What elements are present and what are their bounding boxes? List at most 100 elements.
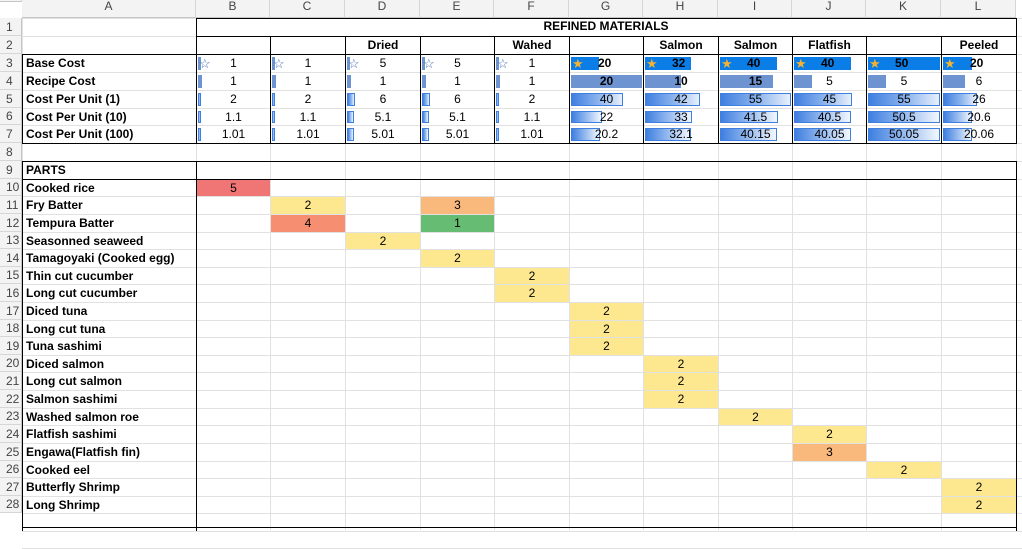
row-header-16[interactable]: 16 — [0, 284, 22, 302]
cell-cpu10-8[interactable]: 40.5 — [793, 109, 866, 125]
row-header-21[interactable]: 21 — [0, 372, 22, 390]
part-label-7[interactable]: Diced tuna — [23, 303, 196, 320]
part-quantity-cell[interactable]: 1 — [421, 215, 494, 232]
row-header-24[interactable]: 24 — [0, 425, 22, 443]
cell-recipe_cost-2[interactable]: 1 — [346, 73, 420, 90]
part-label-17[interactable]: Butterfly Shrimp — [23, 479, 196, 496]
row-header-1[interactable]: 1 — [0, 18, 22, 36]
column-header-K[interactable]: K — [866, 0, 941, 18]
part-quantity-cell[interactable]: 2 — [867, 462, 941, 478]
cell-base_cost-6[interactable]: ★ 32 — [644, 55, 718, 72]
part-quantity-cell[interactable]: 2 — [495, 268, 569, 284]
part-quantity-cell[interactable]: 2 — [570, 321, 643, 337]
cell-base_cost-10[interactable]: ★ 20 — [942, 55, 1016, 72]
part-quantity-cell[interactable]: 2 — [495, 285, 569, 302]
part-quantity-cell[interactable]: 2 — [644, 373, 718, 390]
cell-cpu100-4[interactable]: 1.01 — [495, 126, 569, 143]
cell-cpu10-3[interactable]: 5.1 — [421, 109, 494, 125]
cell-recipe_cost-8[interactable]: 5 — [793, 73, 866, 90]
row-header-22[interactable]: 22 — [0, 390, 22, 408]
cell-base_cost-0[interactable]: ☆ 1 — [197, 55, 270, 72]
cell-base_cost-1[interactable]: ☆ 1 — [271, 55, 345, 72]
row-header-17[interactable]: 17 — [0, 302, 22, 320]
part-label-4[interactable]: Tamagoyaki (Cooked egg) — [23, 250, 196, 267]
cell-cpu1-5[interactable]: 40 — [570, 91, 643, 108]
cell-recipe_cost-7[interactable]: 15 — [719, 73, 792, 90]
part-quantity-cell[interactable]: 3 — [421, 197, 494, 214]
part-quantity-cell[interactable]: 2 — [644, 356, 718, 372]
metric-label-4[interactable]: Cost Per Unit (100) — [23, 126, 196, 143]
cell-cpu1-8[interactable]: 45 — [793, 91, 866, 108]
part-quantity-cell[interactable]: 2 — [570, 303, 643, 320]
cell-cpu1-10[interactable]: 26 — [942, 91, 1016, 108]
cell-cpu1-3[interactable]: 6 — [421, 91, 494, 108]
cell-cpu100-5[interactable]: 20.2 — [570, 126, 643, 143]
part-quantity-cell[interactable]: 3 — [793, 444, 866, 461]
cell-recipe_cost-9[interactable]: 5 — [867, 73, 941, 90]
cell-cpu1-9[interactable]: 55 — [867, 91, 941, 108]
cell-cpu100-3[interactable]: 5.01 — [421, 126, 494, 143]
row-header-6[interactable]: 6 — [0, 108, 22, 125]
row-header-28[interactable]: 28 — [0, 496, 22, 513]
part-label-18[interactable]: Long Shrimp — [23, 497, 196, 513]
cell-cpu10-0[interactable]: 1.1 — [197, 109, 270, 125]
cell-cpu100-8[interactable]: 40.05 — [793, 126, 866, 143]
row-header-3[interactable]: 3 — [0, 54, 22, 72]
part-label-3[interactable]: Seasonned seaweed — [23, 233, 196, 249]
metric-label-1[interactable]: Recipe Cost — [23, 73, 196, 90]
part-label-6[interactable]: Long cut cucumber — [23, 285, 196, 302]
part-label-15[interactable]: Engawa(Flatfish fin) — [23, 444, 196, 461]
select-all-corner[interactable] — [0, 0, 22, 2]
cell-recipe_cost-10[interactable]: 6 — [942, 73, 1016, 90]
metric-label-0[interactable]: Base Cost — [23, 55, 196, 72]
cell-cpu100-9[interactable]: 50.05 — [867, 126, 941, 143]
row-header-7[interactable]: 7 — [0, 125, 22, 143]
column-header-L[interactable]: L — [941, 0, 1016, 18]
row-header-8[interactable]: 8 — [0, 143, 22, 161]
cell-recipe_cost-5[interactable]: 20 — [570, 73, 643, 90]
cell-recipe_cost-3[interactable]: 1 — [421, 73, 494, 90]
cell-base_cost-7[interactable]: ★ 40 — [719, 55, 792, 72]
row-header-26[interactable]: 26 — [0, 461, 22, 478]
row-header-14[interactable]: 14 — [0, 249, 22, 267]
row-header-19[interactable]: 19 — [0, 337, 22, 355]
cell-recipe_cost-6[interactable]: 10 — [644, 73, 718, 90]
column-header-B[interactable]: B — [196, 0, 270, 18]
part-label-10[interactable]: Diced salmon — [23, 356, 196, 372]
cell-cpu100-0[interactable]: 1.01 — [197, 126, 270, 143]
cell-recipe_cost-1[interactable]: 1 — [271, 73, 345, 90]
part-label-1[interactable]: Fry Batter — [23, 197, 196, 214]
cell-cpu10-9[interactable]: 50.5 — [867, 109, 941, 125]
row-header-5[interactable]: 5 — [0, 90, 22, 108]
cell-base_cost-2[interactable]: ☆ 5 — [346, 55, 420, 72]
cell-cpu10-5[interactable]: 22 — [570, 109, 643, 125]
cell-cpu1-7[interactable]: 55 — [719, 91, 792, 108]
row-header-13[interactable]: 13 — [0, 232, 22, 249]
cell-cpu1-1[interactable]: 2 — [271, 91, 345, 108]
metric-label-3[interactable]: Cost Per Unit (10) — [23, 109, 196, 125]
part-label-16[interactable]: Cooked eel — [23, 462, 196, 478]
column-header-C[interactable]: C — [270, 0, 345, 18]
refined-materials-title[interactable]: REFINED MATERIALS — [196, 18, 1016, 36]
column-header-E[interactable]: E — [420, 0, 494, 18]
cell-cpu10-10[interactable]: 20.6 — [942, 109, 1016, 125]
column-header-G[interactable]: G — [569, 0, 643, 18]
cell-cpu100-2[interactable]: 5.01 — [346, 126, 420, 143]
part-quantity-cell[interactable]: 2 — [346, 233, 420, 249]
column-header-D[interactable]: D — [345, 0, 420, 18]
row-header-20[interactable]: 20 — [0, 355, 22, 372]
part-quantity-cell[interactable]: 4 — [271, 215, 345, 232]
cell-cpu10-2[interactable]: 5.1 — [346, 109, 420, 125]
cell-base_cost-8[interactable]: ★ 40 — [793, 55, 866, 72]
cell-cpu100-1[interactable]: 1.01 — [271, 126, 345, 143]
part-label-9[interactable]: Tuna sashimi — [23, 338, 196, 355]
row-header-15[interactable]: 15 — [0, 267, 22, 284]
column-header-F[interactable]: F — [494, 0, 569, 18]
cell-cpu1-0[interactable]: 2 — [197, 91, 270, 108]
column-header-H[interactable]: H — [643, 0, 718, 18]
column-header-A[interactable]: A — [22, 0, 196, 18]
part-quantity-cell[interactable]: 5 — [197, 180, 270, 196]
cell-cpu100-10[interactable]: 20.06 — [942, 126, 1016, 143]
part-quantity-cell[interactable]: 2 — [570, 338, 643, 355]
part-label-8[interactable]: Long cut tuna — [23, 321, 196, 337]
